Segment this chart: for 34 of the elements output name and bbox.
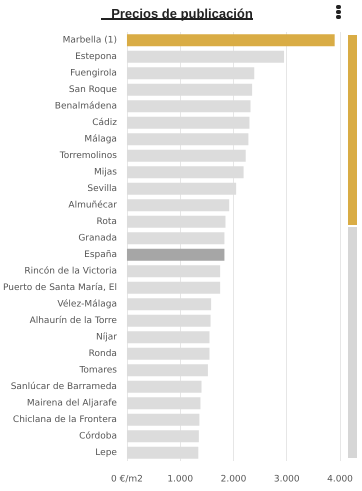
y-tick-label: Almuñécar <box>68 199 118 210</box>
y-tick-label: Marbella (1) <box>62 35 117 46</box>
y-tick-label: Rincón de la Victoria <box>24 265 117 276</box>
y-tick-label: Málaga <box>84 133 117 144</box>
y-tick-label: Cádiz <box>92 116 118 128</box>
y-tick-label: Alhaurín de la Torre <box>30 314 118 326</box>
y-tick-label: Granada <box>78 233 117 244</box>
y-tick-label: Fuengirola <box>70 68 117 78</box>
x-tick-label: 0 €/m2 <box>111 474 143 484</box>
y-tick-label: Sanlúcar de Barrameda <box>10 380 117 392</box>
y-tick-label: San Roque <box>68 84 118 95</box>
y-tick-label: Mijas <box>94 167 118 178</box>
y-tick-label: Ronda <box>88 348 117 359</box>
y-tick-label: Puerto de Santa María, El <box>2 282 117 293</box>
y-tick-label: Tomares <box>78 365 118 376</box>
y-tick-label: Níjar <box>96 331 118 342</box>
bar <box>126 34 335 46</box>
x-tick-label: 1.000 <box>167 474 194 484</box>
y-tick-label: Rota <box>96 216 117 227</box>
x-tick-label: 2.000 <box>220 474 247 484</box>
y-tick-label: Sevilla <box>87 184 117 194</box>
y-tick-label: Torremolinos <box>58 150 118 161</box>
chart-title: Precios de publicación <box>111 6 253 21</box>
x-tick-label: 3.000 <box>274 474 300 484</box>
y-tick-label: Mairena del Aljarafe <box>26 398 118 408</box>
y-tick-label: Chiclana de la Frontera <box>12 414 117 425</box>
x-tick-label: 4.000 <box>327 474 354 484</box>
bar <box>126 248 224 261</box>
y-tick-label: Benalmádena <box>54 100 117 112</box>
y-tick-label: Estepona <box>75 52 117 62</box>
y-tick-label: Vélez-Málaga <box>57 298 117 310</box>
y-tick-label: Córdoba <box>79 430 117 442</box>
y-tick-label: Lepe <box>95 448 118 458</box>
y-tick-label: España <box>84 250 117 260</box>
